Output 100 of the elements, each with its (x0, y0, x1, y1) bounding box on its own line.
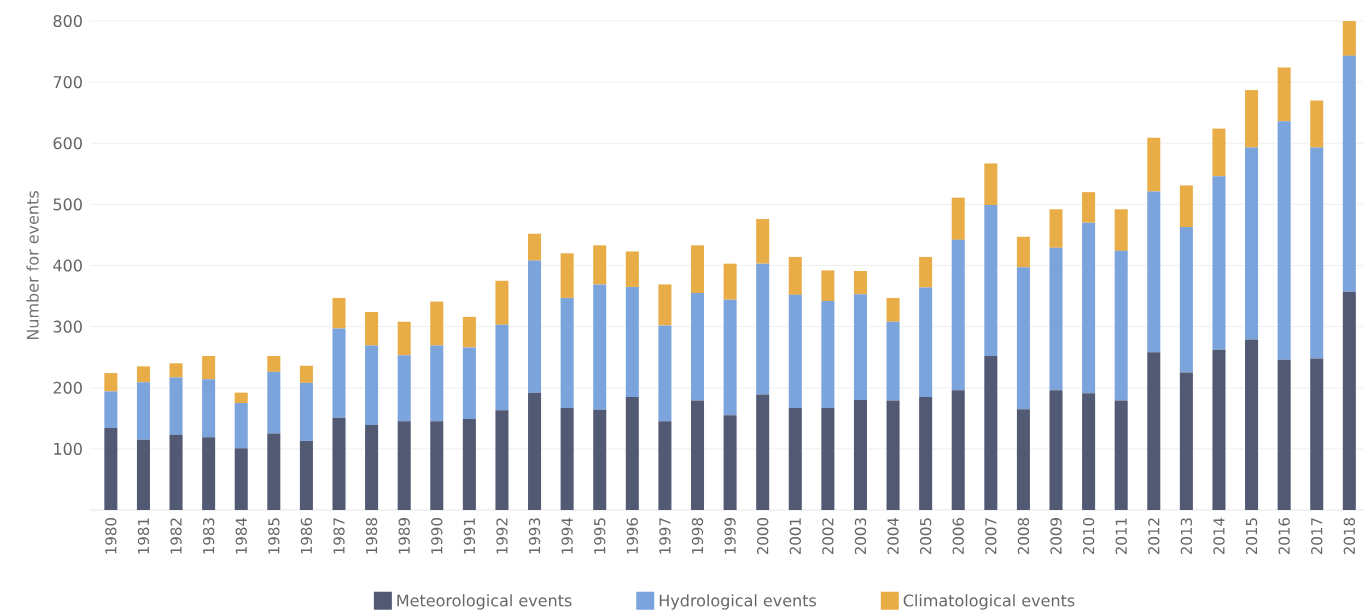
bar (951, 390, 965, 510)
bar (690, 293, 705, 401)
bar (658, 284, 672, 326)
x-tick-label: 2016 (1278, 518, 1290, 555)
bar (495, 324, 509, 411)
x-tick-label: 1983 (202, 518, 215, 554)
bar (1342, 55, 1356, 292)
bar (1016, 267, 1030, 410)
bar (984, 355, 998, 510)
bar (1082, 222, 1096, 394)
bar (234, 392, 248, 404)
bar (1049, 209, 1063, 248)
x-tick-label: 2003 (854, 518, 867, 555)
y-tick-label: 200 (53, 381, 82, 394)
bar (1212, 176, 1226, 350)
x-tick-label: 2013 (1180, 518, 1193, 555)
bar (625, 251, 639, 287)
bar (1147, 352, 1161, 510)
bar (462, 316, 476, 348)
legend-label: Hydrological events (659, 594, 817, 610)
bar (853, 399, 867, 510)
bar (1147, 191, 1161, 353)
bar (919, 287, 933, 397)
bar (1016, 409, 1030, 510)
bar (723, 299, 737, 416)
bar (853, 271, 867, 295)
x-tick-label: 2005 (919, 518, 932, 555)
x-tick-label: 1999 (724, 518, 736, 554)
bar (1114, 250, 1128, 401)
bar (299, 382, 313, 441)
bar (1277, 67, 1291, 122)
bar (1179, 226, 1193, 373)
bar (1082, 393, 1096, 510)
bar (136, 382, 150, 440)
y-tick-label: 400 (53, 259, 82, 272)
x-tick-label: 2001 (789, 518, 801, 555)
bar (1049, 390, 1063, 510)
bar (528, 392, 542, 510)
bar (430, 421, 444, 510)
x-tick-label: 1980 (105, 518, 117, 554)
bar (625, 286, 639, 397)
bar (234, 403, 248, 449)
x-tick-label: 1992 (496, 518, 508, 554)
y-axis-title: Number for events (26, 191, 39, 340)
bar (1082, 192, 1096, 223)
legend-label: Meteorological events (397, 594, 572, 610)
bar (723, 415, 737, 510)
x-tick-label: 2017 (1311, 518, 1323, 555)
legend-label: Climatological events (903, 594, 1075, 610)
x-tick-label: 1994 (561, 517, 573, 554)
bar (1212, 128, 1226, 177)
bar (1310, 100, 1324, 148)
bar (1310, 147, 1324, 359)
bar (462, 418, 476, 510)
bar (1114, 400, 1128, 510)
bar (690, 245, 705, 294)
bar (560, 253, 574, 298)
x-tick-label: 2008 (1017, 518, 1030, 555)
bar (332, 328, 346, 418)
bar (495, 280, 509, 325)
bar (136, 439, 150, 510)
x-tick-label: 1984 (235, 517, 247, 554)
bar (169, 363, 183, 378)
bar (1179, 372, 1193, 510)
bar (1277, 121, 1291, 360)
bar (1277, 359, 1291, 510)
bar (593, 409, 607, 510)
bar (1245, 339, 1259, 510)
bar (821, 270, 835, 301)
bar (169, 377, 183, 435)
bar (625, 396, 639, 510)
bar (821, 407, 835, 510)
bar (365, 345, 379, 426)
x-tick-label: 2009 (1050, 518, 1062, 555)
bar (1310, 358, 1324, 510)
bar (397, 355, 411, 422)
bar (690, 400, 705, 510)
x-tick-label: 2004 (887, 517, 899, 555)
y-tick-label: 600 (53, 137, 82, 150)
bar (919, 256, 933, 288)
bar (1016, 236, 1030, 268)
bar (234, 448, 248, 510)
bar (104, 428, 118, 510)
bar (919, 396, 933, 510)
bar (104, 391, 118, 429)
bar (430, 301, 444, 346)
bar (886, 400, 900, 510)
bar (593, 284, 607, 410)
bar (332, 297, 346, 329)
bar (1114, 209, 1128, 251)
bar (202, 355, 216, 380)
x-tick-label: 2015 (1245, 518, 1258, 555)
bar (528, 260, 542, 393)
x-tick-label: 1989 (398, 518, 410, 554)
x-tick-label: 1982 (170, 518, 182, 554)
bar (1245, 147, 1259, 340)
x-tick-label: 1987 (333, 518, 345, 554)
x-tick-label: 1988 (365, 518, 378, 554)
bar (1245, 90, 1259, 148)
x-tick-label: 2011 (1115, 518, 1127, 555)
